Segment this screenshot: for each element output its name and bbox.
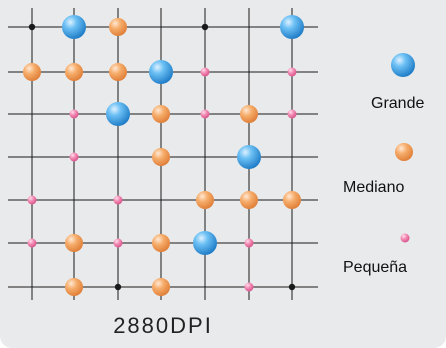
small-droplet <box>113 195 123 205</box>
small-droplet <box>69 109 79 119</box>
grid-marks <box>23 15 304 296</box>
legend-label-pequena: Pequeña <box>343 259 408 276</box>
small-droplet <box>69 152 79 162</box>
medium-droplet <box>240 191 258 209</box>
small-droplet <box>287 109 297 119</box>
medium-droplet <box>65 234 83 252</box>
medium-droplet <box>109 18 127 36</box>
resolution-caption: 2880DPI <box>113 313 213 338</box>
small-droplet <box>200 67 210 77</box>
large-droplet <box>106 102 130 126</box>
large-droplet <box>149 60 173 84</box>
legend-label-grande: Grande <box>371 95 425 112</box>
medium-droplet <box>65 278 83 296</box>
legend-label-mediano: Mediano <box>343 179 405 196</box>
small-droplet <box>287 67 297 77</box>
large-droplet <box>391 53 415 77</box>
medium-droplet <box>23 63 41 81</box>
medium-droplet <box>196 191 214 209</box>
large-droplet <box>237 145 261 169</box>
large-droplet <box>62 15 86 39</box>
small-droplet <box>27 238 37 248</box>
medium-droplet <box>395 143 413 161</box>
grid-dot <box>288 283 296 291</box>
grid-dot <box>28 23 36 31</box>
grid-dot <box>114 283 122 291</box>
small-droplet <box>200 109 210 119</box>
medium-droplet <box>152 148 170 166</box>
legend-marks <box>391 53 415 243</box>
small-droplet <box>27 195 37 205</box>
small-droplet <box>244 238 254 248</box>
medium-droplet <box>240 105 258 123</box>
grid-dot <box>201 23 209 31</box>
small-droplet <box>400 233 410 243</box>
small-droplet <box>113 238 123 248</box>
medium-droplet <box>152 105 170 123</box>
small-droplet <box>244 282 254 292</box>
medium-droplet <box>109 63 127 81</box>
large-droplet <box>280 15 304 39</box>
medium-droplet <box>152 234 170 252</box>
medium-droplet <box>152 278 170 296</box>
large-droplet <box>193 231 217 255</box>
medium-droplet <box>283 191 301 209</box>
medium-droplet <box>65 63 83 81</box>
